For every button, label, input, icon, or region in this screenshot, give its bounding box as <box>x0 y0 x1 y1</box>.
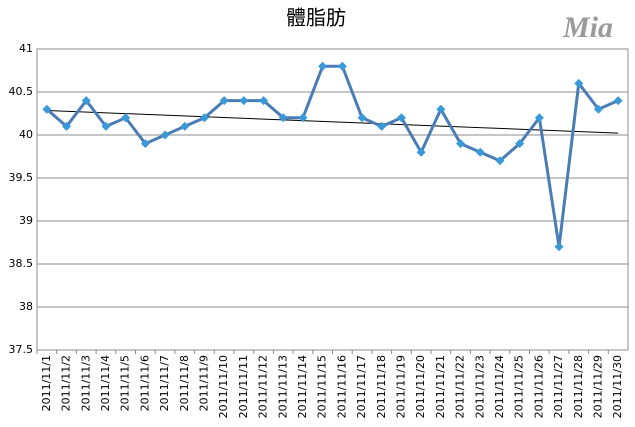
marker <box>180 121 190 131</box>
marker <box>593 104 603 114</box>
x-tick-label: 2011/11/9 <box>197 355 210 411</box>
x-tick-label: 2011/11/26 <box>532 355 545 418</box>
marker <box>377 121 387 131</box>
marker <box>121 113 131 123</box>
marker <box>278 113 288 123</box>
trendline <box>46 109 619 134</box>
x-tick-label: 2011/11/6 <box>138 355 151 411</box>
marker <box>357 113 367 123</box>
marker <box>239 96 249 106</box>
x-tick-label: 2011/11/20 <box>414 355 427 418</box>
marker <box>495 156 505 166</box>
x-tick-label: 2011/11/29 <box>591 355 604 418</box>
marker <box>81 96 91 106</box>
x-tick-label: 2011/11/15 <box>316 355 329 418</box>
marker <box>515 139 525 149</box>
x-tick-label: 2011/11/2 <box>60 355 73 411</box>
x-tick-label: 2011/11/27 <box>552 355 565 418</box>
x-tick-label: 2011/11/4 <box>99 355 112 411</box>
x-tick-label: 2011/11/1 <box>40 355 53 411</box>
marker <box>436 104 446 114</box>
y-tick-label: 38.5 <box>9 257 34 270</box>
x-tick-label: 2011/11/23 <box>473 355 486 418</box>
x-tick-label: 2011/11/17 <box>355 355 368 418</box>
marker <box>534 113 544 123</box>
x-tick-label: 2011/11/25 <box>513 355 526 418</box>
x-tick-label: 2011/11/19 <box>394 355 407 418</box>
x-tick-label: 2011/11/21 <box>434 355 447 418</box>
x-tick-label: 2011/11/18 <box>375 355 388 418</box>
marker <box>160 130 170 140</box>
marker <box>475 147 485 157</box>
marker <box>318 61 328 71</box>
x-tick-label: 2011/11/10 <box>217 355 230 418</box>
marker <box>199 113 209 123</box>
x-tick-label: 2011/11/14 <box>296 355 309 418</box>
marker <box>101 121 111 131</box>
x-tick-label: 2011/11/3 <box>79 355 92 411</box>
watermark: Mia <box>562 11 613 44</box>
x-tick-label: 2011/11/16 <box>335 355 348 418</box>
y-tick-label: 40.5 <box>9 85 34 98</box>
x-tick-label: 2011/11/13 <box>276 355 289 418</box>
marker <box>456 139 466 149</box>
y-tick-label: 38 <box>19 300 33 313</box>
x-tick-label: 2011/11/24 <box>493 355 506 418</box>
line <box>45 64 619 248</box>
marker <box>298 113 308 123</box>
x-tick-label: 2011/11/28 <box>572 355 585 418</box>
y-tick-label: 39.5 <box>9 171 34 184</box>
y-tick-label: 40 <box>19 128 33 141</box>
marker <box>62 121 72 131</box>
y-tick-label: 39 <box>19 214 33 227</box>
chart-title: 體脂肪 <box>286 6 346 30</box>
x-tick-label: 2011/11/11 <box>237 355 250 418</box>
marker <box>574 78 584 88</box>
x-tick-label: 2011/11/30 <box>611 355 624 418</box>
marker <box>140 139 150 149</box>
marker <box>396 113 406 123</box>
marker <box>613 96 623 106</box>
marker <box>554 242 564 252</box>
x-tick-label: 2011/11/7 <box>158 355 171 411</box>
marker <box>219 96 229 106</box>
y-tick-label: 41 <box>19 42 33 55</box>
marker <box>416 147 426 157</box>
x-tick-label: 2011/11/22 <box>454 355 467 418</box>
y-tick-label: 37.5 <box>9 343 34 356</box>
x-tick-label: 2011/11/12 <box>257 355 270 418</box>
x-tick-label: 2011/11/5 <box>119 355 132 411</box>
x-tick-label: 2011/11/8 <box>178 355 191 411</box>
marker <box>42 104 52 114</box>
marker <box>259 96 269 106</box>
marker <box>337 61 347 71</box>
